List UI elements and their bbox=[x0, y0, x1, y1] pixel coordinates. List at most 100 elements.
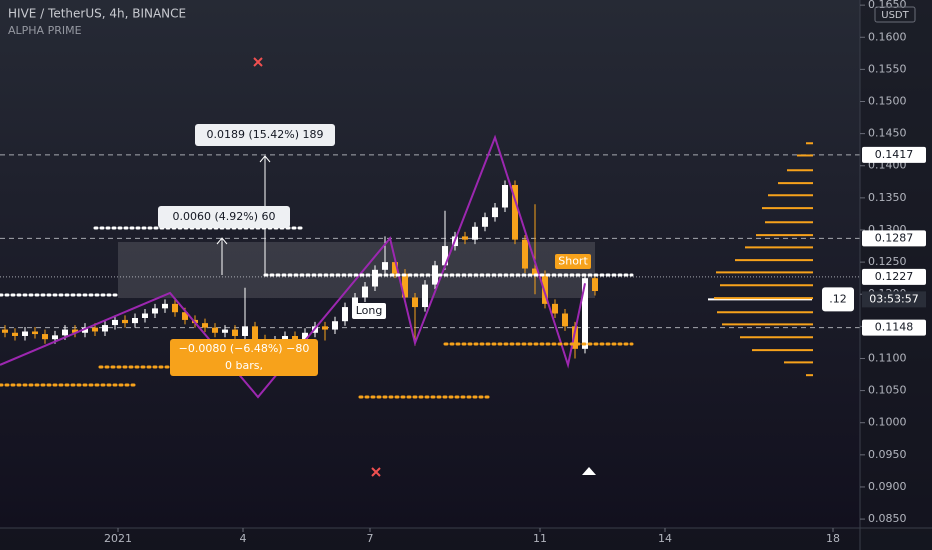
y-tick-label: 0.1650 bbox=[868, 0, 907, 11]
currency-box[interactable] bbox=[874, 6, 916, 23]
x-tick-label: 11 bbox=[533, 532, 547, 545]
annotation: 0 bars, bbox=[225, 359, 263, 372]
annotation-box bbox=[170, 339, 318, 376]
candle-body bbox=[492, 207, 498, 218]
x-tick-label: 14 bbox=[658, 532, 672, 545]
candle-body bbox=[2, 329, 8, 333]
annotation: −0.0080 (−6.48%) −80 bbox=[179, 342, 310, 355]
candle-body bbox=[372, 269, 378, 287]
candle-body bbox=[552, 303, 558, 314]
candle-body bbox=[322, 326, 328, 330]
y-tick-label: 0.1450 bbox=[868, 127, 907, 140]
candle-body bbox=[162, 303, 168, 309]
candle-body bbox=[142, 313, 148, 318]
indicator-name: ALPHA PRIME bbox=[8, 24, 82, 37]
annotation: 0.0189 (15.42%) 189 bbox=[206, 128, 323, 141]
y-tick-label: 0.1100 bbox=[868, 351, 907, 364]
candle-body bbox=[592, 278, 598, 292]
zigzag-line bbox=[0, 134, 586, 399]
candle-body bbox=[502, 185, 508, 208]
y-tick-label: 0.1550 bbox=[868, 62, 907, 75]
candle-body bbox=[202, 323, 208, 328]
signal-label: Short bbox=[558, 255, 588, 268]
y-tick-label: 0.0900 bbox=[868, 480, 907, 493]
price-label-box bbox=[862, 146, 926, 163]
candle-body bbox=[522, 239, 528, 269]
axes: 0.0850 0.0900 0.0950 0.1000 0.1050 0.1100 0.11… bbox=[104, 0, 926, 545]
y-tick-label: 0.1250 bbox=[868, 255, 907, 268]
candle-body bbox=[292, 335, 298, 340]
candle-body bbox=[172, 303, 178, 313]
price-label-box bbox=[862, 319, 926, 336]
countdown: 03:53:57 bbox=[869, 292, 918, 305]
candle-body bbox=[232, 329, 238, 336]
candle-body bbox=[362, 286, 368, 298]
candle-body bbox=[572, 326, 578, 349]
candle-body bbox=[402, 273, 408, 298]
x-tick-label: 4 bbox=[240, 532, 247, 545]
candle-body bbox=[512, 185, 518, 240]
candle-body bbox=[42, 334, 48, 340]
candle-body bbox=[102, 325, 108, 332]
x-marker bbox=[253, 57, 263, 67]
signal-label: Long bbox=[356, 304, 383, 317]
candle-body bbox=[112, 319, 118, 326]
price-label-box bbox=[862, 268, 926, 285]
candle-body bbox=[282, 335, 288, 341]
signal-box bbox=[352, 303, 386, 319]
candle-body bbox=[52, 335, 58, 340]
chart-title: HIVE / TetherUS, 4h, BINANCE bbox=[8, 7, 186, 21]
candle-body bbox=[182, 312, 188, 320]
candle-body bbox=[242, 326, 248, 336]
y-tick-label: 0.1350 bbox=[868, 191, 907, 204]
y-tick-label: 0.0850 bbox=[868, 512, 907, 525]
candle-body bbox=[32, 331, 38, 335]
y-tick-label: 0.1000 bbox=[868, 416, 907, 429]
candle-body bbox=[22, 331, 28, 336]
candle-body bbox=[442, 246, 448, 266]
candle-body bbox=[222, 329, 228, 333]
markers bbox=[253, 57, 381, 477]
candle-body bbox=[352, 297, 358, 308]
candle-body bbox=[82, 327, 88, 333]
price-label: 0.1417 bbox=[875, 148, 914, 161]
x-tick-label: 2021 bbox=[104, 532, 132, 545]
candle-body bbox=[342, 307, 348, 322]
x-axis-panel bbox=[0, 528, 932, 550]
candle-body bbox=[422, 284, 428, 308]
candle-body bbox=[122, 319, 128, 324]
annotation: 0.0060 (4.92%) 60 bbox=[172, 210, 275, 223]
annotation-box bbox=[158, 206, 290, 228]
candle-body bbox=[582, 278, 588, 349]
decor bbox=[0, 226, 634, 399]
countdown-box bbox=[862, 291, 926, 308]
y-tick-label: 0.1500 bbox=[868, 95, 907, 108]
candle-body bbox=[302, 332, 308, 340]
x-marker bbox=[371, 467, 381, 477]
candle-body bbox=[462, 236, 468, 240]
last-price-label: .12 bbox=[829, 292, 847, 305]
candle-body bbox=[542, 274, 548, 304]
candle-body bbox=[92, 327, 98, 332]
triangle-marker bbox=[582, 467, 596, 475]
candle-body bbox=[332, 321, 338, 330]
price-label-box bbox=[862, 230, 926, 247]
price-label: 0.1287 bbox=[875, 231, 914, 244]
range-box bbox=[118, 242, 595, 298]
price-label: 0.1148 bbox=[875, 321, 914, 334]
currency[interactable]: USDT bbox=[881, 10, 909, 21]
annotation-box bbox=[195, 124, 335, 146]
candle-body bbox=[532, 268, 538, 275]
x-tick-label: 18 bbox=[826, 532, 840, 545]
candle-body bbox=[152, 308, 158, 314]
candle-body bbox=[212, 327, 218, 333]
candle-body bbox=[132, 318, 138, 324]
y-tick-label: 0.0950 bbox=[868, 448, 907, 461]
plot: .12 bbox=[0, 134, 860, 399]
arrow-head bbox=[216, 237, 228, 245]
candle-body bbox=[72, 329, 78, 333]
candle-body bbox=[12, 332, 18, 336]
candle-body bbox=[562, 313, 568, 327]
price-label: 0.1227 bbox=[875, 270, 914, 283]
